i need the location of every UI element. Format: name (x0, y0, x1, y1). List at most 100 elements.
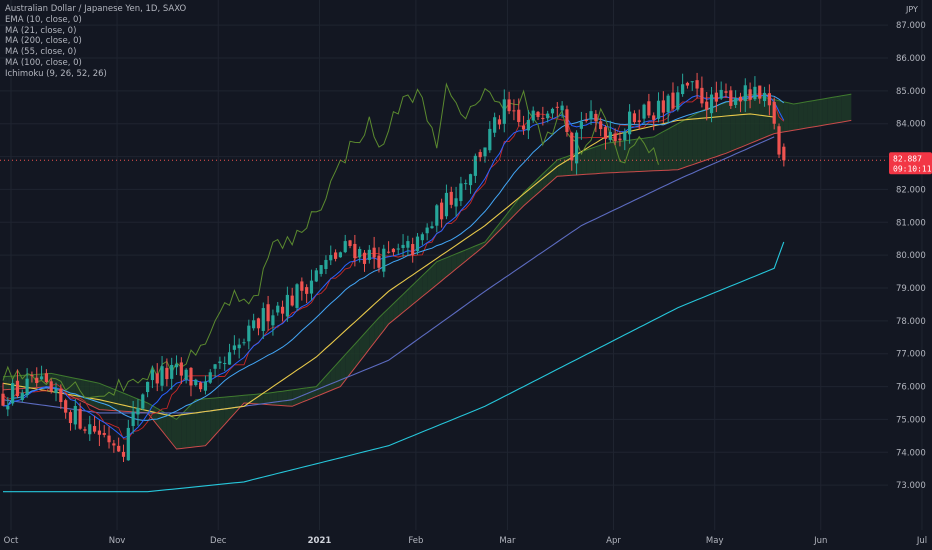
candle-body (411, 244, 415, 255)
legend-ma55[interactable]: MA (55, close, 0) (5, 47, 77, 58)
cloud-segment (388, 303, 394, 325)
cloud-segment (600, 143, 606, 174)
cloud-segment (436, 259, 442, 285)
cloud-segment (210, 397, 216, 441)
cloud-segment (740, 95, 746, 148)
cloud-segment (176, 414, 182, 449)
cloud-segment (610, 142, 616, 173)
legend-ema10[interactable]: EMA (10, close, 0) (5, 14, 82, 25)
cloud-segment (619, 140, 625, 173)
y-tick-label: 86.000 (896, 54, 926, 64)
y-tick-label: 84.000 (896, 120, 926, 130)
y-tick-label: 81.000 (896, 218, 926, 228)
legend-ma21[interactable]: MA (21, close, 0) (5, 25, 77, 36)
cloud-segment (716, 104, 722, 157)
candle-body (295, 284, 299, 308)
cloud-segment (89, 381, 95, 408)
candle-body (35, 377, 39, 384)
candle-body (290, 295, 294, 306)
cloud-segment (581, 150, 587, 175)
cloud-segment (268, 392, 273, 405)
candle-body (782, 146, 786, 161)
candle-body (199, 382, 203, 390)
cloud-segment (166, 413, 172, 443)
candle-body (247, 325, 251, 342)
candle-body (719, 89, 723, 99)
y-tick-label: 76.000 (896, 383, 926, 393)
y-tick-label: 77.000 (896, 350, 926, 360)
candle-body (54, 388, 58, 394)
candle-body (464, 183, 468, 185)
cloud-segment (186, 404, 191, 448)
candle-body (420, 234, 424, 241)
candle-body (232, 345, 236, 350)
cloud-segment (518, 192, 524, 211)
candle-body (305, 287, 309, 294)
cloud-segment (190, 399, 196, 448)
candle-body (753, 86, 757, 100)
cloud-segment (422, 271, 428, 297)
cloud-segment (94, 382, 100, 410)
candle-body (512, 110, 516, 112)
candle-body (324, 259, 328, 269)
candle-body (700, 87, 704, 104)
cloud-segment (672, 123, 678, 170)
candle-body (309, 280, 314, 294)
y-tick-label: 75.000 (896, 415, 926, 425)
cloud-segment (104, 385, 110, 411)
candle-body (237, 344, 241, 349)
legend-ichimoku[interactable]: Ichimoku (9, 26, 52, 26) (5, 68, 107, 79)
cloud-segment (639, 138, 645, 172)
candle-body (758, 85, 762, 99)
cloud-segment (253, 394, 259, 404)
cloud-segment (605, 142, 611, 173)
cloud-segment (788, 102, 794, 132)
cloud-segment (591, 146, 596, 174)
cloud-segment (456, 251, 461, 269)
cloud-segment (263, 393, 269, 405)
x-tick-label: Feb (408, 536, 423, 546)
candle-body (444, 192, 449, 217)
candle-body (613, 133, 617, 142)
candle-body (709, 94, 714, 114)
cloud-segment (812, 99, 818, 127)
candle-body (252, 320, 256, 329)
cloud-segment (687, 115, 693, 167)
candle-body (391, 248, 396, 253)
cloud-segment (128, 395, 134, 412)
cloud-segment (750, 94, 755, 144)
cloud-segment (494, 223, 500, 236)
x-tick-label: Dec (210, 536, 227, 546)
y-tick-label: 74.000 (896, 448, 926, 458)
cloud-segment (398, 294, 404, 317)
y-tick-label: 85.000 (896, 87, 926, 97)
candle-body (256, 318, 261, 329)
legend-ma100[interactable]: MA (100, close, 0) (5, 57, 82, 68)
candle-body (83, 429, 87, 431)
candle-body (131, 411, 135, 426)
candle-body (652, 115, 656, 120)
cloud-segment (547, 164, 553, 185)
candle-body (695, 80, 699, 89)
candle-body (333, 252, 338, 259)
candle-body (647, 101, 651, 116)
legend-ma200[interactable]: MA (200, close, 0) (5, 36, 82, 47)
cloud-segment (311, 386, 317, 399)
cloud-segment (403, 289, 408, 313)
candle-body (266, 304, 270, 322)
candle-body (628, 111, 632, 135)
candle-body (227, 352, 232, 365)
candle-body (382, 248, 386, 272)
candle-body (348, 240, 352, 246)
time-axis[interactable]: Oct Nov Dec 2021 Feb Mar Apr May Jun Jul (4, 536, 927, 546)
candle-body (454, 198, 458, 207)
candle-body (671, 92, 675, 109)
cloud-segment (542, 169, 548, 189)
price-axis[interactable]: 73.000 74.000 75.000 76.000 77.000 78.000 79.0… (896, 5, 926, 491)
candle-body (473, 155, 477, 176)
candle-body (599, 121, 603, 130)
chart-title[interactable]: Australian Dollar / Japanese Yen, 1D, SA… (5, 4, 187, 14)
